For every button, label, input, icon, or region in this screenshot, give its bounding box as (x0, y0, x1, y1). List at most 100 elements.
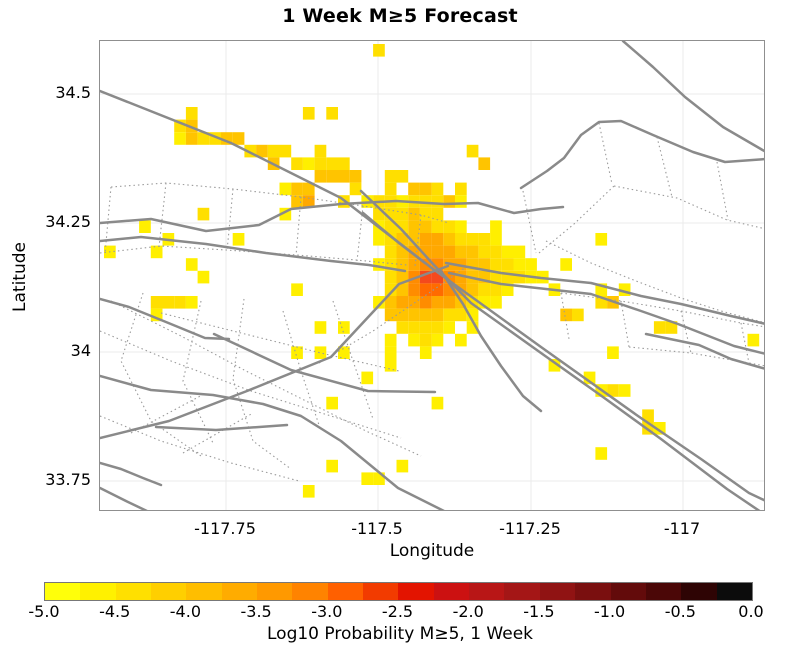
probability-cell (384, 170, 397, 183)
colorbar-segment (504, 583, 540, 600)
fault-line-solid (100, 264, 450, 440)
probability-cell (419, 333, 432, 347)
probability-cell (384, 359, 397, 372)
probability-cell (583, 371, 596, 385)
y-tick-label: 33.75 (45, 470, 91, 489)
probability-cell (209, 132, 221, 145)
map-plot-area (99, 40, 765, 511)
probability-cell (326, 396, 338, 410)
heatmap-svg (100, 41, 764, 510)
probability-cell (466, 245, 479, 259)
colorbar-segment (80, 583, 116, 600)
probability-cell (174, 296, 186, 309)
probability-cell (443, 308, 455, 322)
probability-cell (443, 245, 455, 259)
probability-cell (185, 296, 198, 309)
probability-cell (408, 283, 420, 296)
fault-line-solid (447, 271, 764, 355)
probability-cell (455, 220, 467, 233)
colorbar-segment (151, 583, 187, 600)
probability-cell (431, 182, 444, 196)
probability-cell (466, 283, 479, 296)
probability-cell (478, 283, 491, 296)
probability-cell (478, 296, 491, 309)
probability-cell (419, 233, 432, 246)
fault-line-solid (100, 297, 231, 341)
probability-cell (408, 207, 420, 221)
probability-cell (267, 144, 280, 158)
probability-cell (478, 270, 491, 284)
probability-cell (384, 308, 397, 322)
probability-cell (431, 220, 444, 233)
probability-cell (174, 119, 186, 133)
probability-cell (326, 157, 338, 170)
probability-cell (455, 182, 467, 196)
probability-cell (490, 270, 502, 284)
probability-cell (197, 207, 210, 221)
probability-cell (373, 296, 385, 309)
probability-cell (384, 233, 397, 246)
probability-cell (607, 384, 619, 397)
probability-cell (302, 485, 315, 498)
chart-title: 1 Week M≥5 Forecast (282, 5, 518, 27)
colorbar-tick-label: -4.5 (99, 602, 131, 621)
fault-line-solid (100, 199, 565, 233)
probability-cell (419, 346, 432, 359)
probability-cell (525, 258, 537, 271)
fault-line-solid (519, 119, 764, 190)
y-axis-label: Latitude (10, 242, 30, 312)
fault-line-solid (100, 461, 163, 487)
probability-cell (373, 207, 385, 221)
colorbar-segment (433, 583, 470, 600)
probability-cell (291, 182, 303, 196)
fault-line-solid (100, 486, 148, 510)
fault-line-solid (644, 332, 764, 370)
probability-cell (560, 308, 572, 322)
fault-line-dotted (560, 292, 570, 340)
probability-cell (314, 144, 327, 158)
probability-cell (431, 258, 444, 271)
fault-line-dotted (538, 185, 615, 254)
colorbar-segment (221, 583, 258, 600)
probability-cell (384, 296, 397, 309)
probability-cell (490, 220, 502, 233)
probability-cell (338, 346, 350, 359)
probability-cell (279, 144, 292, 158)
x-tick-label: -117 (663, 519, 701, 538)
probability-cell (384, 220, 397, 233)
probability-cell (384, 245, 397, 259)
probability-cell (490, 258, 502, 271)
probability-cell (384, 270, 397, 284)
probability-cell (478, 245, 491, 259)
colorbar-tick-label: -4.0 (169, 602, 201, 621)
probability-cell (279, 182, 292, 196)
colorbar-tick-label: -1.0 (593, 602, 626, 621)
colorbar-segment (292, 583, 328, 600)
x-axis-label: Longitude (389, 541, 475, 561)
colorbar-segment (186, 583, 222, 600)
colorbar-segment (610, 583, 646, 600)
probability-cell (361, 472, 374, 485)
probability-cell (455, 308, 467, 322)
probability-cell (174, 132, 186, 145)
colorbar-tick-label: -0.5 (664, 602, 696, 621)
probability-cell (419, 220, 432, 233)
fault-line-dotted (104, 186, 112, 255)
probability-cell (478, 157, 491, 170)
probability-cell (338, 170, 350, 183)
fault-line-dotted (332, 300, 374, 420)
fault-line-solid (154, 423, 289, 432)
fault-line-solid (439, 269, 543, 413)
probability-cell (466, 233, 479, 246)
colorbar-segment (681, 583, 717, 600)
probability-cell (408, 333, 420, 347)
x-tick-label: -117.5 (351, 519, 403, 538)
probability-cell (595, 233, 608, 246)
probability-cell (501, 270, 514, 284)
probability-cell (396, 220, 409, 233)
probability-cell (373, 44, 385, 57)
probability-cell (466, 321, 479, 334)
probability-cell (291, 346, 303, 359)
probability-cell (419, 195, 432, 208)
